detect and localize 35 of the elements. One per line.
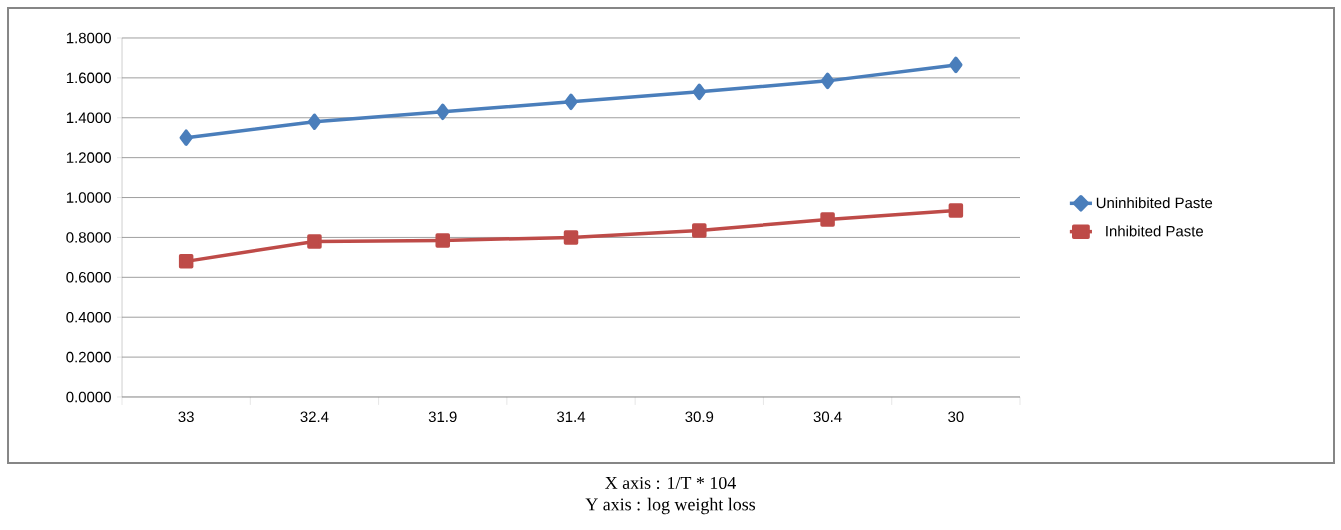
point xyxy=(178,254,194,269)
point xyxy=(436,103,450,121)
text: X axis : 1/T * 104 xyxy=(605,476,736,490)
point xyxy=(949,56,963,74)
y-tick-label: 0.6000 xyxy=(66,272,111,283)
x-tick-label: 32.4 xyxy=(300,411,329,423)
point xyxy=(820,72,835,90)
point xyxy=(820,212,835,227)
x-tick-label: 30.9 xyxy=(685,411,714,423)
y-tick-label: 0.2000 xyxy=(66,351,111,363)
y-tick-label: 1.2000 xyxy=(66,152,111,163)
point xyxy=(692,83,706,101)
point xyxy=(307,234,322,249)
y-tick-label: 0.4000 xyxy=(66,311,111,323)
y-tick-label: 1.4000 xyxy=(66,112,111,124)
y-tick-label: 1.0000 xyxy=(66,192,111,203)
point xyxy=(564,93,578,111)
point xyxy=(948,203,964,218)
y-tick-label: 0.8000 xyxy=(66,232,111,243)
point xyxy=(179,129,193,146)
point xyxy=(563,230,579,245)
y-tick-label: 1.8000 xyxy=(66,32,111,44)
y-tick-label: 0.0000 xyxy=(66,391,111,403)
legend-label: Inhibited Paste xyxy=(1106,225,1204,237)
x-tick-label: 30 xyxy=(948,411,964,423)
x-tick-label: 31.4 xyxy=(557,411,586,423)
legend-label: Uninhibited Paste xyxy=(1096,197,1213,209)
y-tick-label: 1.6000 xyxy=(66,72,111,84)
point xyxy=(307,113,322,130)
point xyxy=(435,233,450,248)
x-tick-label: 33 xyxy=(178,411,194,423)
point xyxy=(692,223,707,238)
text: Y axis : log weight loss xyxy=(585,497,756,515)
x-tick-label: 31.9 xyxy=(428,411,457,423)
x-tick-label: 30.4 xyxy=(813,411,842,423)
